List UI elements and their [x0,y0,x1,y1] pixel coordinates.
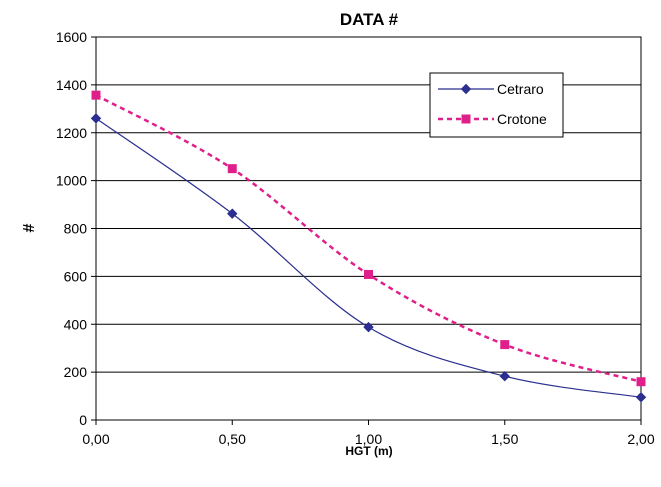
data-point-cetraro [227,208,238,219]
data-point-crotone [500,340,510,350]
x-tick-label: 1,50 [491,431,518,447]
x-tick-label: 1,00 [355,431,382,447]
y-tick-label: 600 [64,268,88,284]
data-point-cetraro [635,392,647,403]
legend-label-crotone: Crotone [497,111,547,127]
y-tick-label: 1600 [56,29,87,45]
data-point-crotone [91,90,101,100]
x-axis-label: HGT (m) [345,444,392,458]
series-line-crotone [95,94,642,383]
y-tick-label: 1200 [56,125,87,141]
data-point-cetraro [363,321,374,333]
x-tick-label: 2,00 [627,431,654,447]
data-point-crotone [364,269,373,279]
legend-box [429,72,564,138]
series-line-cetraro [95,117,642,398]
series-layer [90,90,647,403]
data-point-cetraro [499,370,510,382]
y-tick-label: 800 [64,221,88,237]
legend-item-cetraro: Cetraro [438,81,544,97]
legend: Cetraro Crotone [429,72,564,138]
y-tick-label: 1400 [56,77,87,93]
y-tick-label: 1000 [56,173,87,189]
y-tick-label: 0 [79,412,87,428]
data-point-cetraro [90,113,102,124]
y-axis-label: # [21,223,38,232]
data-point-crotone [227,164,237,174]
x-tick-label: 0,50 [219,431,246,447]
series-crotone [91,90,646,387]
chart-title: DATA # [340,10,399,29]
series-cetraro [90,113,647,403]
legend-item-crotone: Crotone [438,111,547,127]
legend-marker-crotone [461,114,471,124]
x-axis: 0,00 0,50 1,00 1,50 2,00 [82,420,655,447]
y-tick-label: 200 [64,364,88,380]
y-axis: 0 200 400 600 800 1000 1200 1400 1600 [56,29,96,428]
legend-marker-cetraro [460,83,472,95]
legend-label-cetraro: Cetraro [497,81,544,97]
y-tick-label: 400 [64,316,88,332]
data-point-crotone [636,377,646,387]
x-tick-label: 0,00 [82,431,109,447]
